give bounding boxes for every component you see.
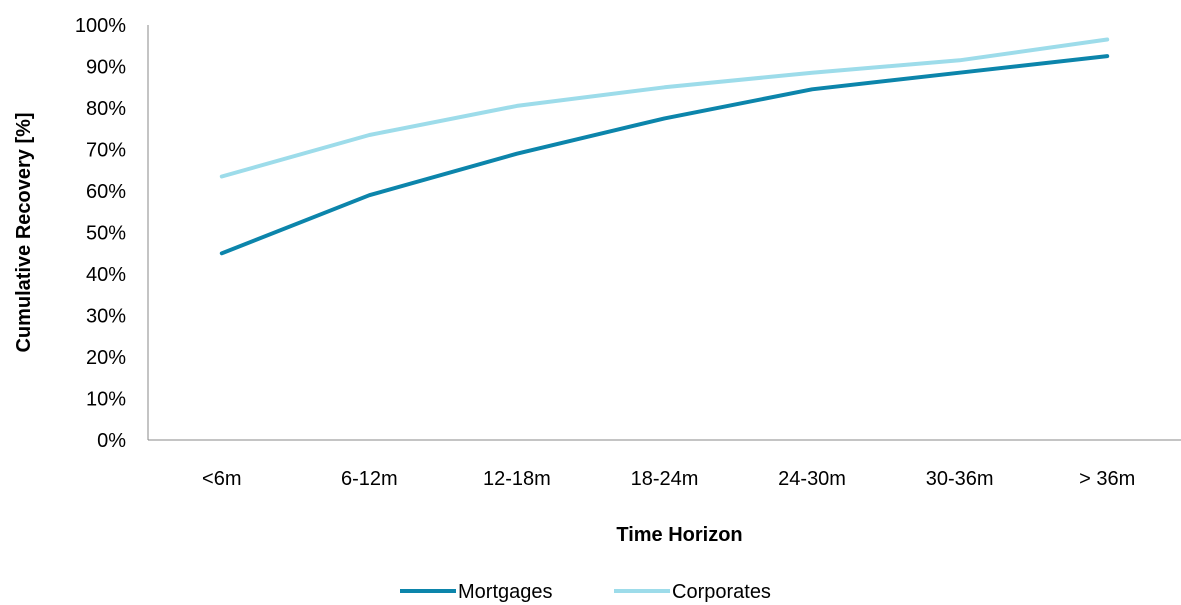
x-tick-label: 30-36m [926, 468, 994, 490]
y-tick-label: 100% [75, 15, 126, 37]
y-tick-label: 80% [86, 98, 126, 120]
x-tick-label: 12-18m [483, 468, 551, 490]
x-axis-ticks: <6m 6-12m 12-18m 18-24m 24-30m 30-36m > 36m [202, 468, 1135, 490]
y-tick-label: 30% [86, 306, 126, 328]
legend-item-mortgages: Mortgages [400, 581, 553, 603]
x-tick-label: 6-12m [341, 468, 398, 490]
y-tick-label: 40% [86, 264, 126, 286]
x-tick-label: <6m [202, 468, 241, 490]
y-axis-title: Cumulative Recovery [%] [13, 112, 35, 352]
y-axis-ticks: 0% 10% 20% 30% 40% 50% 60% 70% 80% 90% 100% [75, 15, 126, 452]
y-tick-label: 90% [86, 57, 126, 79]
y-tick-label: 0% [97, 430, 126, 452]
y-tick-label: 70% [86, 140, 126, 162]
y-tick-label: 50% [86, 223, 126, 245]
x-axis-title: Time Horizon [616, 524, 742, 546]
legend-item-corporates: Corporates [614, 581, 771, 603]
series-line-corporates [219, 37, 1110, 179]
y-tick-label: 20% [86, 347, 126, 369]
legend-label: Mortgages [458, 581, 553, 603]
x-tick-label: 24-30m [778, 468, 846, 490]
series-line-mortgages [219, 54, 1110, 256]
legend: Mortgages Corporates [400, 581, 771, 603]
y-tick-label: 60% [86, 181, 126, 203]
legend-label: Corporates [672, 581, 771, 603]
y-tick-label: 10% [86, 389, 126, 411]
x-tick-label: > 36m [1079, 468, 1135, 490]
series-lines [219, 37, 1110, 256]
x-tick-label: 18-24m [631, 468, 699, 490]
